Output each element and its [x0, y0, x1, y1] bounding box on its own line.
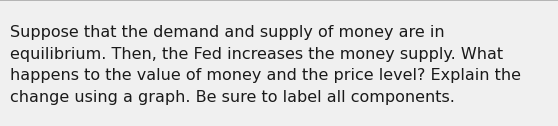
Text: Suppose that the demand and supply of money are in
equilibrium. Then, the Fed in: Suppose that the demand and supply of mo… — [10, 25, 521, 105]
